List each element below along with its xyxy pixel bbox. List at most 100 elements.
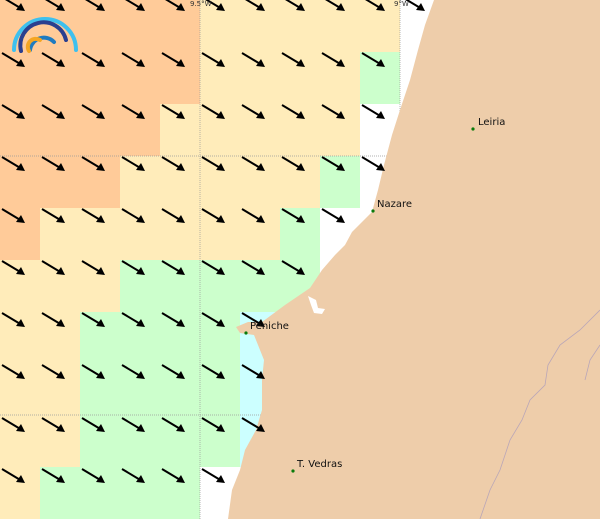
forecast-cell [200,104,240,156]
wind-arrow [161,417,185,432]
forecast-cell [120,260,160,312]
wind-arrow [241,156,265,171]
wind-arrow [121,417,145,432]
wind-arrow [361,156,385,171]
forecast-cell [200,416,240,467]
wind-arrow [321,52,345,67]
wind-arrow [41,260,65,275]
wind-arrow [161,312,185,327]
forecast-cell [40,312,80,364]
forecast-cells [0,0,400,519]
wind-arrow [201,417,225,432]
forecast-cell [120,52,160,104]
forecast-cell [80,52,120,104]
forecast-cell [80,208,120,260]
forecast-cell [320,156,360,208]
wind-arrow [161,156,185,171]
wind-arrow [281,208,305,223]
wind-arrow [241,52,265,67]
wind-arrow [281,104,305,119]
forecast-cell [160,416,200,467]
wind-arrow [201,156,225,171]
wind-arrow [321,156,345,171]
wind-arrow [241,417,265,432]
logo-arc-mid [18,20,68,53]
forecast-cell [40,52,80,104]
longitude-label: 9°W [394,0,409,8]
wind-arrow [81,417,105,432]
forecast-cell [80,156,120,208]
forecast-cell [120,467,160,519]
wind-arrow [201,468,225,483]
wind-arrow [81,312,105,327]
wind-arrow [161,104,185,119]
forecast-cell [320,104,360,156]
forecast-cell [80,467,120,519]
wind-arrow [41,468,65,483]
city-label-nazare: Nazare [377,199,413,210]
longitude-label: 9.5°W [190,0,212,8]
forecast-cell [0,52,40,104]
forecast-cell [160,260,200,312]
wind-arrow [245,0,265,11]
forecast-cell [160,312,200,364]
forecast-cell [200,260,240,312]
wind-arrow [201,260,225,275]
wind-arrow [281,52,305,67]
forecast-cell [80,312,120,364]
wind-arrow [1,468,25,483]
wind-arrow [161,208,185,223]
wind-arrow [81,104,105,119]
logo-arc-outer [12,17,78,52]
forecast-cell [120,104,160,156]
forecast-cell [0,467,40,519]
wind-arrows [1,0,425,483]
forecast-cell [120,364,160,416]
forecast-cell [280,52,320,104]
rivers [479,309,600,519]
wind-arrow [121,260,145,275]
wind-arrow [125,0,145,11]
forecast-cell [40,104,80,156]
forecast-cell [0,416,40,467]
wind-arrow [241,208,265,223]
wind-arrow [325,0,345,11]
wind-arrow [1,364,25,379]
wind-arrow [205,0,225,11]
wind-arrow [41,52,65,67]
wind-arrow [41,312,65,327]
wind-arrow [161,52,185,67]
forecast-cell [120,156,160,208]
wind-arrow [1,156,25,171]
forecast-cell [80,364,120,416]
wind-arrow [241,364,265,379]
forecast-cell [40,156,80,208]
city-label-t-vedras: T. Vedras [297,459,343,470]
wind-arrow [121,156,145,171]
city-label-leiria: Leiria [478,117,506,128]
wind-arrow [81,468,105,483]
forecast-cell [0,208,40,260]
wind-arrow [81,156,105,171]
cities [244,127,475,473]
wind-arrow [1,104,25,119]
forecast-cell [40,208,80,260]
wind-arrow [1,260,25,275]
forecast-cell [280,104,320,156]
city-dot [244,331,248,335]
wind-arrow [201,208,225,223]
forecast-cell [240,104,280,156]
forecast-cell [120,416,160,467]
forecast-cell [120,312,160,364]
wind-arrow [1,417,25,432]
wind-arrow [201,52,225,67]
logo-arc-sun [25,36,42,53]
wind-arrow [321,104,345,119]
forecast-cell [0,312,40,364]
wind-arrow [41,208,65,223]
forecast-cell [40,416,80,467]
wind-arrow [81,364,105,379]
forecast-cell [200,52,240,104]
forecast-cell [240,156,280,208]
